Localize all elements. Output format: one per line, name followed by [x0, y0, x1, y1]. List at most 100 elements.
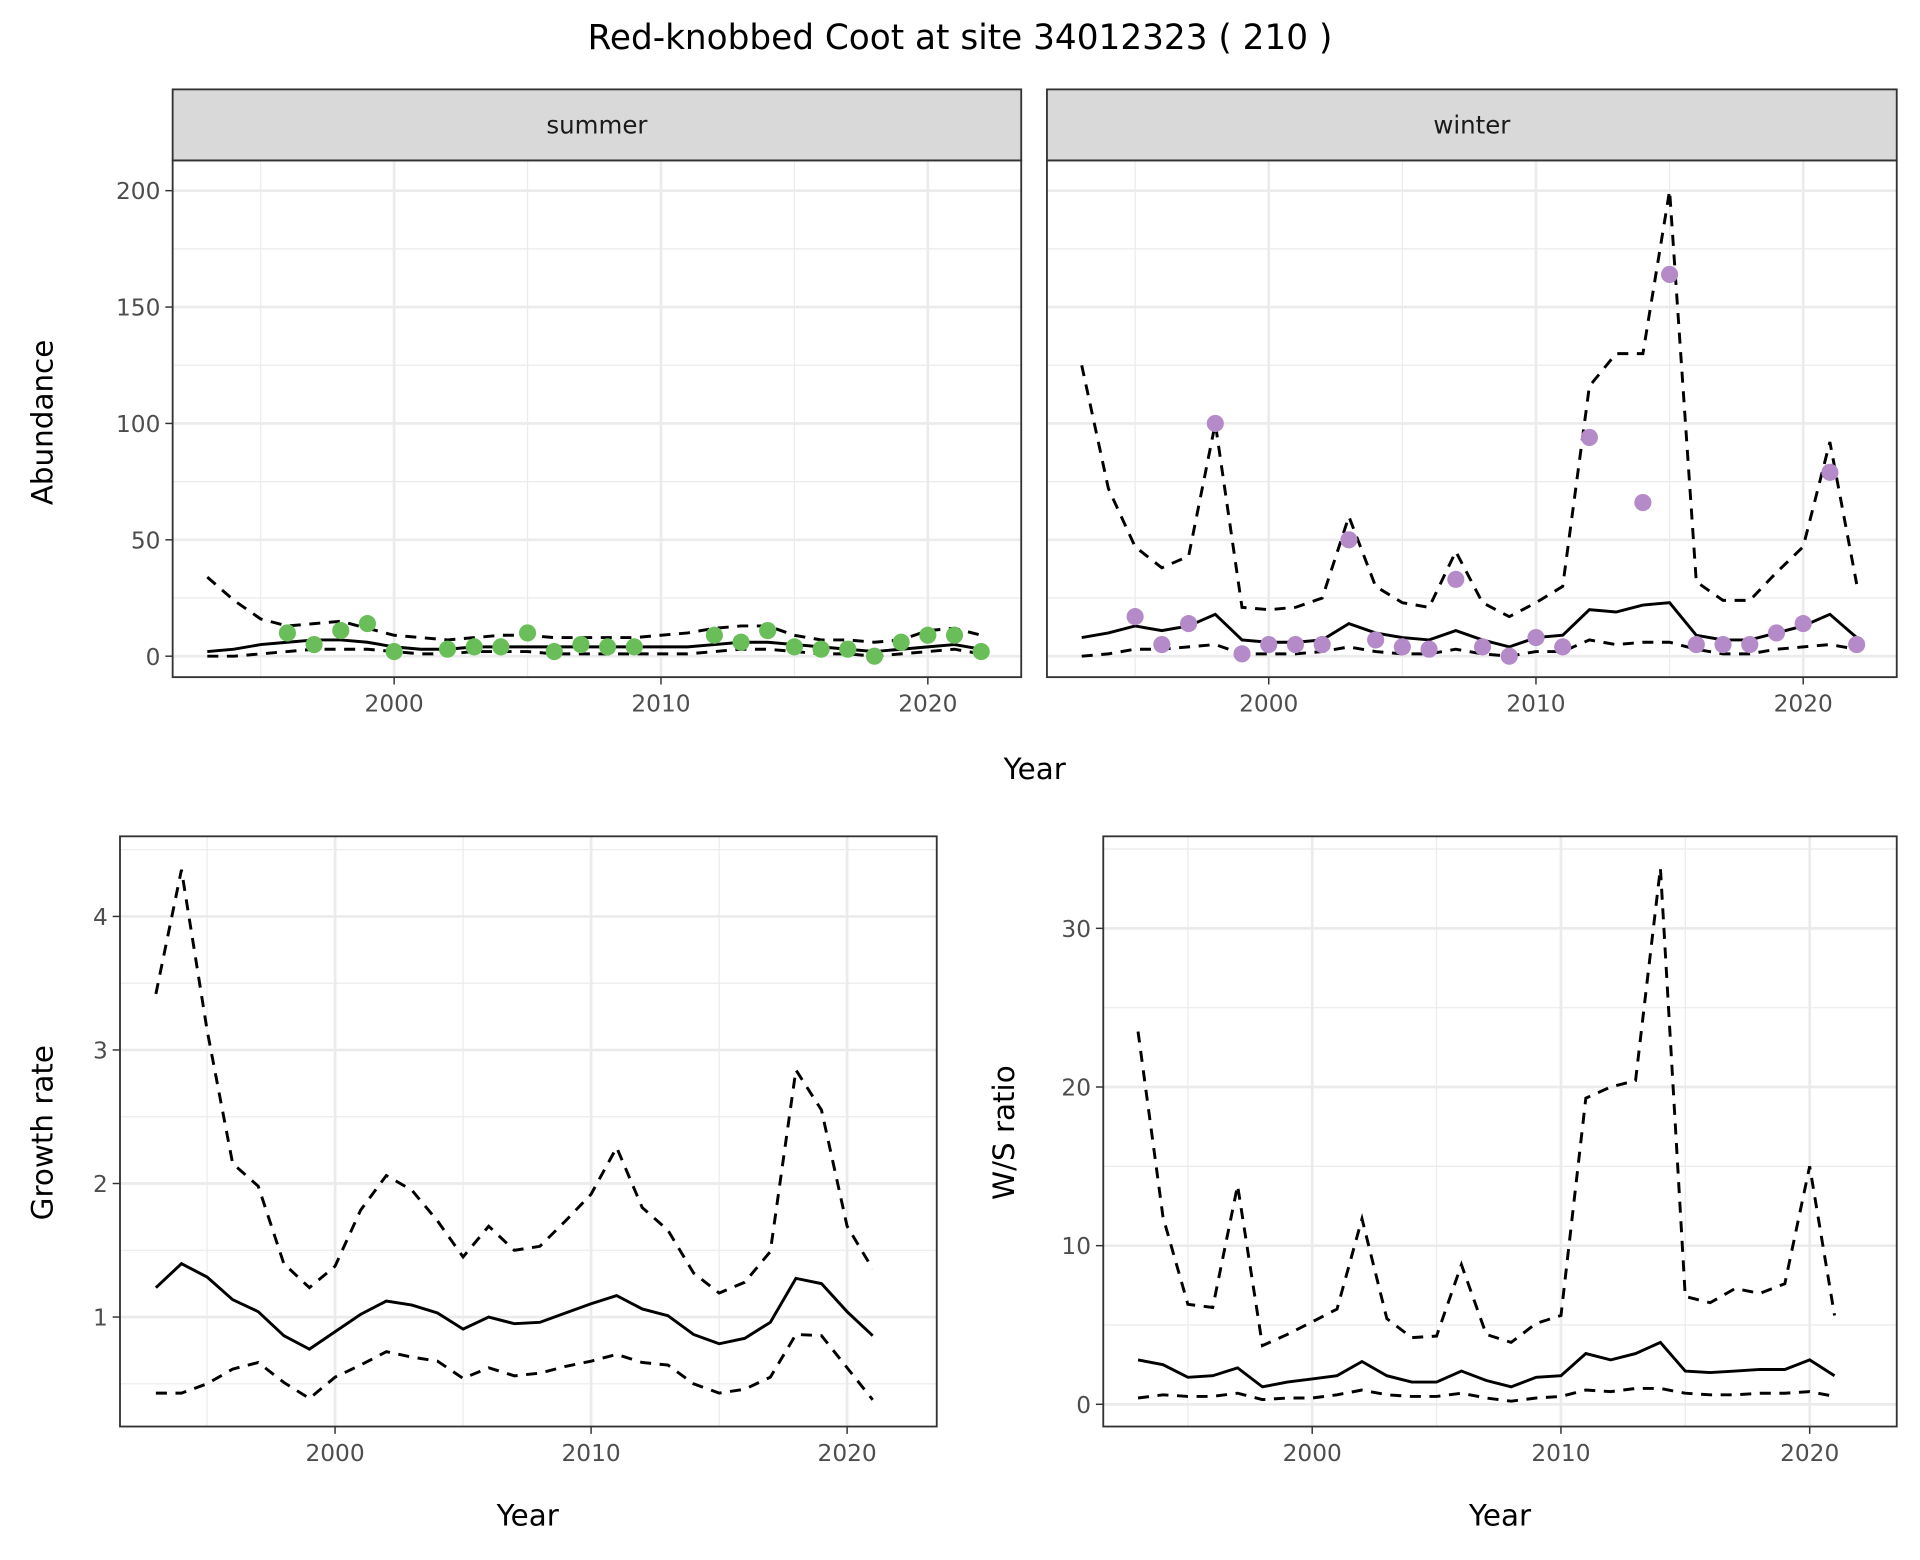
observed-point [465, 638, 483, 656]
estimate-line [1137, 1340, 1836, 1389]
y-axis-label-ratio: W/S ratio [987, 1065, 1021, 1200]
x-tick-label: 2000 [1283, 1440, 1342, 1467]
lower-bound-line [155, 1332, 874, 1401]
observed-point [785, 638, 803, 656]
panel-border [1102, 835, 1898, 1428]
observed-point [1393, 638, 1411, 656]
x-tick-label: 2000 [1239, 690, 1298, 717]
observed-point [518, 624, 537, 642]
observed-point [705, 626, 723, 644]
observed-point [1634, 493, 1652, 512]
observed-point [1554, 638, 1572, 656]
observed-point [1313, 635, 1331, 654]
plot-background [1103, 836, 1897, 1427]
panel-ratio: 2000 2010 2020 0 10 20 30 [1061, 835, 1898, 1467]
observed-point [1527, 629, 1545, 647]
observed-point [1420, 640, 1438, 658]
facet-strip [1046, 88, 1898, 162]
y-axis-label-growth: Growth rate [26, 1045, 60, 1220]
observed-point [438, 640, 457, 658]
panel-summer: 2000 2010 2020 0 50 100 150 200 summer [116, 88, 1023, 717]
panel-growth: 2000 2010 2020 1 2 3 4 [93, 835, 938, 1467]
observed-point [812, 640, 830, 658]
observed-point [1447, 570, 1465, 588]
y-tick-label: 150 [116, 295, 160, 322]
observed-point [625, 638, 643, 656]
y-tick-label: 20 [1061, 1075, 1091, 1102]
y-tick-label: 10 [1061, 1233, 1091, 1260]
y-tick-label: 100 [116, 411, 160, 438]
x-tick-label: 2010 [562, 1440, 621, 1467]
y-tick-label: 4 [93, 904, 108, 931]
observed-point [1821, 463, 1839, 481]
observed-point [1767, 624, 1786, 642]
observed-point [892, 633, 910, 651]
observed-point [1580, 428, 1598, 446]
observed-point [1153, 635, 1171, 654]
observed-point [1741, 635, 1759, 654]
observed-point [1661, 265, 1679, 284]
y-tick-label: 3 [93, 1038, 108, 1065]
x-tick-label: 2020 [1774, 690, 1833, 717]
observed-point [839, 640, 857, 658]
observed-point [1340, 531, 1358, 549]
observed-point [865, 647, 884, 665]
observed-point [305, 635, 323, 654]
panel-border [119, 835, 938, 1428]
observed-point [1848, 635, 1866, 654]
observed-point [358, 615, 377, 633]
observed-point [1367, 631, 1385, 649]
x-axis-label-growth: Year [496, 1499, 560, 1533]
observed-point [1473, 638, 1492, 656]
facet-strip [171, 88, 1023, 162]
x-axis-label-abundance: Year [1003, 752, 1067, 786]
observed-point [972, 642, 990, 661]
observed-point [332, 622, 350, 640]
observed-point [278, 624, 296, 642]
lower-bound-line [1081, 638, 1857, 658]
y-tick-label: 0 [1076, 1392, 1091, 1419]
observed-point [1286, 635, 1305, 654]
upper-bound-line [206, 575, 982, 644]
y-tick-label: 1 [93, 1305, 108, 1332]
observed-point [732, 633, 750, 651]
upper-bound-line [1136, 867, 1836, 1348]
estimate-line [154, 1261, 874, 1351]
observed-point [1794, 615, 1812, 633]
y-axis-label-abundance: Abundance [26, 340, 60, 505]
x-tick-label: 2000 [305, 1440, 364, 1467]
x-tick-label: 2010 [1531, 1440, 1590, 1467]
panel-winter: 2000 2010 2020 winter [1046, 88, 1898, 717]
x-tick-label: 2010 [1506, 690, 1565, 717]
x-tick-label: 2020 [818, 1440, 877, 1467]
observed-point [1500, 647, 1518, 665]
facet-strip-label: winter [1433, 110, 1511, 139]
upper-bound-line [154, 869, 874, 1295]
observed-point [599, 638, 617, 656]
plot-background [1046, 160, 1897, 678]
observed-point [1233, 645, 1251, 663]
plot-background [120, 836, 937, 1427]
chart-title: Red-knobbed Coot at site 34012323 ( 210 … [588, 18, 1333, 58]
observed-point [572, 635, 590, 654]
observed-point [1180, 615, 1198, 633]
x-axis-label-ratio: Year [1468, 1499, 1532, 1533]
x-tick-label: 2020 [898, 690, 957, 717]
observed-point [385, 642, 403, 661]
observed-point [1126, 608, 1144, 626]
observed-point [545, 642, 563, 661]
plot-background [172, 160, 1022, 678]
x-tick-label: 2010 [631, 690, 690, 717]
y-tick-label: 50 [131, 527, 161, 554]
observed-point [919, 626, 937, 644]
observed-point [1260, 635, 1278, 654]
observed-point [945, 626, 964, 644]
facet-strip-label: summer [546, 110, 648, 139]
observed-point [1687, 635, 1705, 654]
y-tick-label: 30 [1061, 916, 1091, 943]
y-tick-label: 200 [116, 178, 160, 205]
observed-point [1714, 635, 1732, 654]
observed-point [1206, 414, 1224, 433]
y-tick-label: 0 [146, 644, 161, 671]
